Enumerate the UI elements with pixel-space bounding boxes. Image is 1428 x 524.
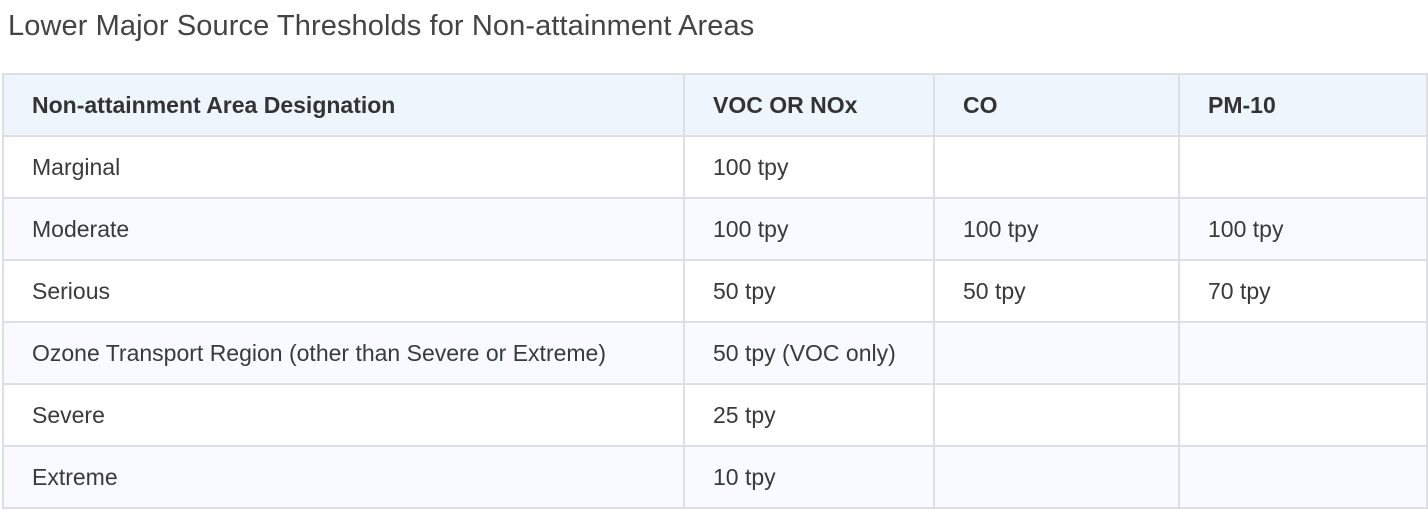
table-row: Ozone Transport Region (other than Sever… xyxy=(2,321,1428,385)
cell-designation: Moderate xyxy=(2,197,685,261)
table-row: Moderate 100 tpy 100 tpy 100 tpy xyxy=(2,197,1428,261)
table-row: Serious 50 tpy 50 tpy 70 tpy xyxy=(2,259,1428,323)
cell-designation: Marginal xyxy=(2,135,685,199)
cell-co xyxy=(933,321,1180,385)
table-row: Severe 25 tpy xyxy=(2,383,1428,447)
cell-pm10 xyxy=(1178,445,1428,509)
cell-designation: Severe xyxy=(2,383,685,447)
cell-co xyxy=(933,383,1180,447)
cell-voc-nox: 10 tpy xyxy=(683,445,935,509)
cell-co: 100 tpy xyxy=(933,197,1180,261)
cell-voc-nox: 50 tpy xyxy=(683,259,935,323)
cell-pm10 xyxy=(1178,135,1428,199)
header-co: CO xyxy=(933,73,1180,137)
cell-co xyxy=(933,445,1180,509)
cell-voc-nox: 100 tpy xyxy=(683,197,935,261)
cell-pm10 xyxy=(1178,383,1428,447)
header-row: Non-attainment Area Designation VOC OR N… xyxy=(2,73,1428,137)
cell-designation: Ozone Transport Region (other than Sever… xyxy=(2,321,685,385)
cell-pm10: 100 tpy xyxy=(1178,197,1428,261)
cell-voc-nox: 100 tpy xyxy=(683,135,935,199)
table-row: Extreme 10 tpy xyxy=(2,445,1428,509)
header-designation: Non-attainment Area Designation xyxy=(2,73,685,137)
cell-designation: Extreme xyxy=(2,445,685,509)
cell-co: 50 tpy xyxy=(933,259,1180,323)
cell-pm10: 70 tpy xyxy=(1178,259,1428,323)
header-pm10: PM-10 xyxy=(1178,73,1428,137)
cell-designation: Serious xyxy=(2,259,685,323)
cell-co xyxy=(933,135,1180,199)
cell-pm10 xyxy=(1178,321,1428,385)
cell-voc-nox: 50 tpy (VOC only) xyxy=(683,321,935,385)
table-row: Marginal 100 tpy xyxy=(2,135,1428,199)
header-voc-nox: VOC OR NOx xyxy=(683,73,935,137)
cell-voc-nox: 25 tpy xyxy=(683,383,935,447)
thresholds-table: Non-attainment Area Designation VOC OR N… xyxy=(2,73,1428,509)
table-title: Lower Major Source Thresholds for Non-at… xyxy=(8,10,755,42)
